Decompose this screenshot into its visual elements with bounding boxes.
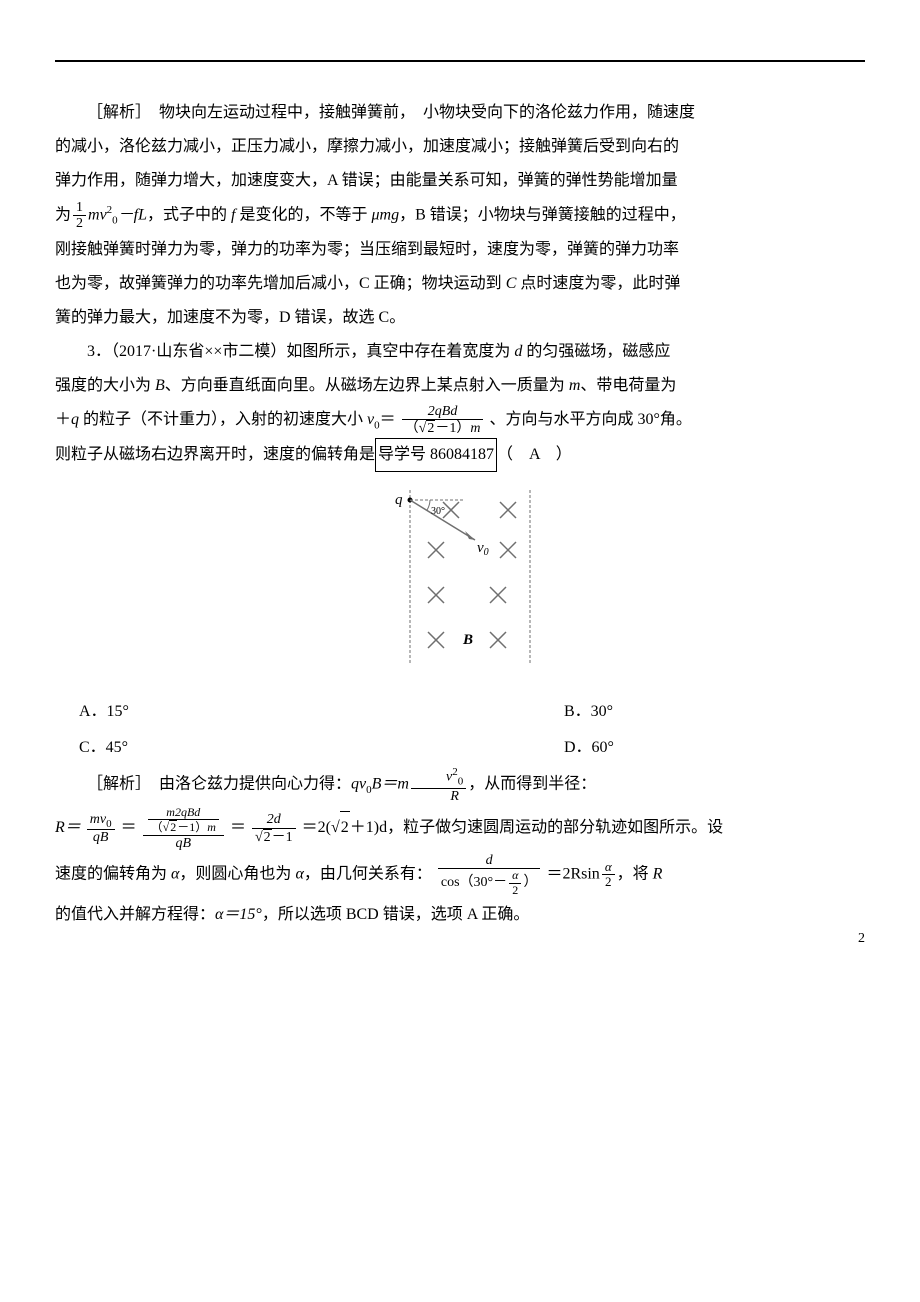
analysis1-line6: 也为零，故弹簧弹力的功率先增加后减小，C 正确；物块运动到 C 点时速度为零，此…: [55, 268, 865, 300]
analysis1-line4: 为12mv20－fL，式子中的 f 是变化的，不等于 μmg，B 错误；小物块与…: [55, 199, 865, 232]
q-label: q: [395, 492, 403, 508]
fraction-R1: mv0qB: [87, 812, 115, 846]
analysis1-line3: 弹力作用，随弹力增大，加速度变大，A 错误；由能量关系可知，弹簧的弹性势能增加量: [55, 165, 865, 197]
analysis1-line7: 簧的弹力最大，加速度不为零，D 错误，故选 C。: [55, 302, 865, 334]
magnetic-field-diagram: q 30° v0 B: [55, 482, 865, 684]
v0-label: v0: [477, 540, 489, 558]
page-number: 2: [858, 925, 865, 953]
analysis-label: ［解析］: [87, 104, 143, 121]
q3-line3: ＋q 的粒子（不计重力），入射的初速度大小 v0＝ 2qBd （2－1）m 、方…: [55, 404, 865, 437]
option-C: C．45°: [71, 730, 468, 766]
analysis1-line1: ［解析］ 物块向左运动过程中，接触弹簧前， 小物块受向下的洛伦兹力作用，随速度: [55, 97, 865, 129]
analysis2-line3: 速度的偏转角为 α，则圆心角也为 α，由几何关系有： d cos（30°－α2）…: [55, 853, 865, 897]
field-crosses: [428, 502, 516, 648]
analysis2-line2: R＝ mv0qB ＝ m2qBd（2－1）m qB ＝ 2d2－1 ＝2(2＋1…: [55, 806, 865, 851]
q3-line2: 强度的大小为 B、方向垂直纸面向里。从磁场左边界上某点射入一质量为 m、带电荷量…: [55, 370, 865, 402]
analysis2-line4: 的值代入并解方程得：α＝15°，所以选项 BCD 错误，选项 A 正确。: [55, 899, 865, 931]
fraction-alpha2: α2: [602, 860, 615, 890]
option-A: A．15°: [71, 694, 468, 730]
diagram-svg: q 30° v0 B: [365, 482, 555, 672]
q3-line4: 则粒子从磁场右边界离开时，速度的偏转角是导学号 86084187（ A ）: [55, 438, 865, 472]
fraction-geom: d cos（30°－α2）: [438, 853, 541, 897]
B-label: B: [462, 632, 473, 648]
header-rule: [55, 60, 865, 62]
angle-label: 30°: [431, 506, 445, 517]
fraction-R3: 2d2－1: [252, 812, 296, 845]
analysis1-line2: 的减小，洛伦兹力减小，正压力减小，摩擦力减小，加速度减小；接触弹簧后受到向右的: [55, 131, 865, 163]
fraction-R2: m2qBd（2－1）m qB: [143, 806, 224, 851]
page-container: ［解析］ 物块向左运动过程中，接触弹簧前， 小物块受向下的洛伦兹力作用，随速度 …: [0, 0, 920, 973]
q3-line1: 3．（2017·山东省××市二模）如图所示，真空中存在着宽度为 d 的匀强磁场，…: [55, 336, 865, 368]
option-B: B．30°: [468, 694, 865, 730]
fraction-v0: 2qBd （2－1）m: [402, 404, 484, 437]
analysis-label-2: ［解析］: [87, 776, 143, 793]
fraction-half: 12: [73, 200, 86, 232]
option-D: D．60°: [468, 730, 865, 766]
options-list: A．15° B．30° C．45° D．60°: [55, 694, 865, 766]
fraction-v02R: v20R: [411, 766, 466, 804]
analysis1-line5: 刚接触弹簧时弹力为零，弹力的功率为零；当压缩到最短时，速度为零，弹簧的弹力功率: [55, 234, 865, 266]
study-number-box: 导学号 86084187: [375, 438, 497, 472]
analysis2-line1: ［解析］ 由洛仑兹力提供向心力得：qv0B＝mv20R，从而得到半径：: [55, 766, 865, 804]
